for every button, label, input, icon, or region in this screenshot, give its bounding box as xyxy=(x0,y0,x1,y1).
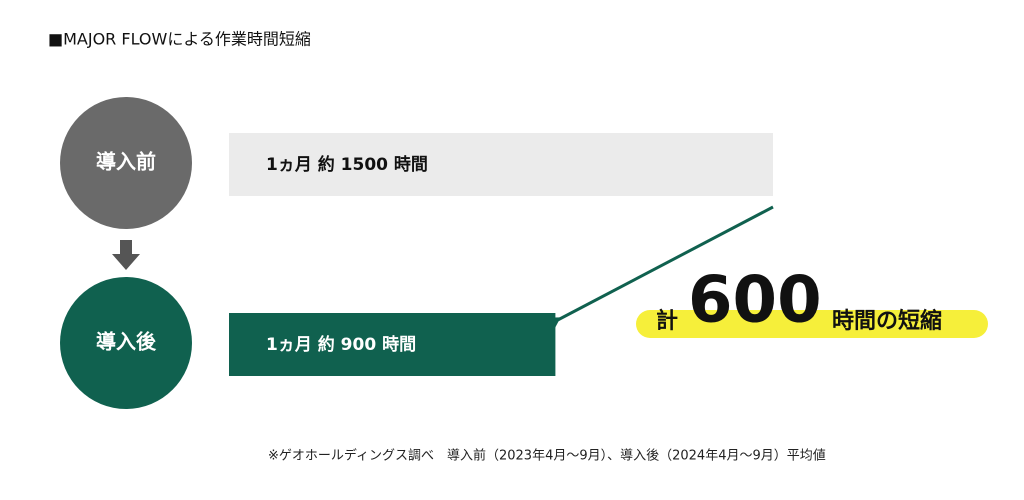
chart-title: ■MAJOR FLOWによる作業時間短縮 xyxy=(48,30,311,49)
down-arrow xyxy=(112,240,140,270)
category-circle xyxy=(60,97,192,229)
category-circle xyxy=(60,277,192,409)
category-label: 導入後 xyxy=(96,330,157,354)
bar xyxy=(229,313,556,376)
reduction-arrow xyxy=(551,205,774,325)
savings-value: 600 xyxy=(688,264,822,338)
savings-suffix: 時間の短縮 xyxy=(832,308,942,334)
footnote: ※ゲオホールディングス調べ 導入前（2023年4月～9月）、導入後（2024年4… xyxy=(268,448,826,464)
category-label: 導入前 xyxy=(96,150,156,174)
savings-prefix: 計 xyxy=(656,308,678,334)
bar xyxy=(229,133,773,196)
value-label: 1ヵ月 約 900 時間 xyxy=(266,334,416,355)
highlight xyxy=(636,310,988,338)
value-label: 1ヵ月 約 1500 時間 xyxy=(266,154,428,175)
